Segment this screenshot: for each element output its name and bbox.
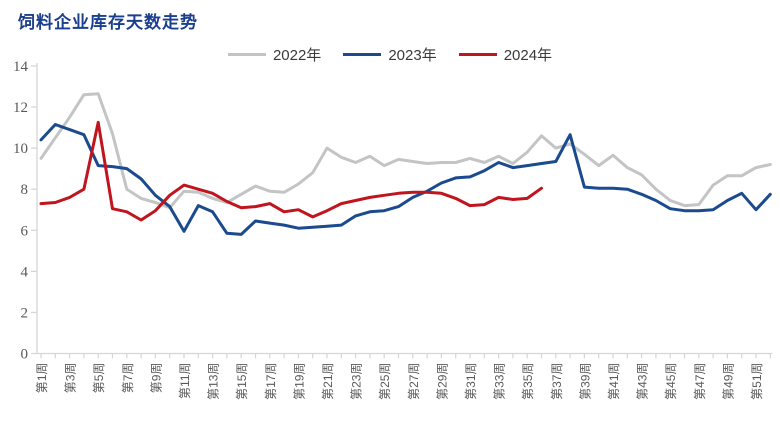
y-tick-label: 10: [13, 141, 28, 157]
x-tick-label: 第7周: [121, 363, 135, 394]
y-tick-label: 2: [21, 305, 29, 321]
x-tick-label: 第39周: [578, 363, 592, 400]
legend-line-swatch-2024: [458, 53, 497, 56]
x-tick-label: 第37周: [550, 363, 564, 400]
legend-label-2022: 2022年: [272, 47, 322, 64]
legend-label-2024: 2024年: [503, 47, 553, 64]
x-tick-label: 第15周: [235, 363, 249, 400]
x-tick-label: 第43周: [636, 363, 650, 400]
x-tick-label: 第35周: [521, 363, 535, 400]
x-tick-label: 第51周: [750, 363, 764, 400]
x-tick-label: 第31周: [464, 363, 478, 400]
legend-line-swatch-2023: [343, 53, 382, 56]
x-tick-label: 第21周: [321, 363, 335, 400]
y-tick-label: 12: [13, 100, 28, 116]
y-tick-label: 14: [13, 59, 29, 75]
x-tick-label: 第9周: [149, 363, 163, 394]
x-tick-label: 第27周: [407, 363, 421, 400]
x-tick-label: 第41周: [607, 363, 621, 400]
series-line-2024年: [39, 120, 543, 222]
chart-title: 饲料企业库存天数走势: [18, 13, 198, 32]
legend-line-swatch-2022: [227, 53, 266, 56]
x-tick-label: 第33周: [493, 362, 507, 399]
x-tick-label: 第23周: [350, 363, 364, 400]
x-tick-label: 第49周: [721, 363, 735, 400]
x-tick-label: 第13周: [207, 363, 221, 400]
y-tick-label: 0: [21, 347, 29, 363]
series-line-2023年: [39, 123, 772, 236]
x-tick-label: 第17周: [264, 363, 278, 400]
x-tick-label: 第3周: [64, 363, 78, 394]
legend-item-2023: 2023年: [343, 44, 437, 65]
legend-item-2024: 2024年: [458, 44, 553, 65]
y-tick-label: 8: [21, 182, 29, 198]
chart-legend: 2022年 2023年 2024年: [0, 44, 780, 65]
x-tick-label: 第47周: [693, 363, 707, 400]
legend-item-2022: 2022年: [227, 44, 322, 65]
legend-label-2023: 2023年: [388, 47, 437, 64]
x-tick-label: 第11周: [178, 363, 192, 399]
x-tick-label: 第19周: [292, 363, 306, 400]
y-tick-label: 4: [21, 264, 29, 280]
x-tick-label: 第1周: [35, 363, 49, 394]
x-tick-label: 第45周: [664, 363, 678, 400]
y-tick-label: 6: [21, 223, 29, 239]
x-tick-label: 第5周: [92, 363, 106, 394]
x-tick-label: 第29周: [435, 363, 449, 400]
x-tick-label: 第25周: [378, 363, 392, 400]
